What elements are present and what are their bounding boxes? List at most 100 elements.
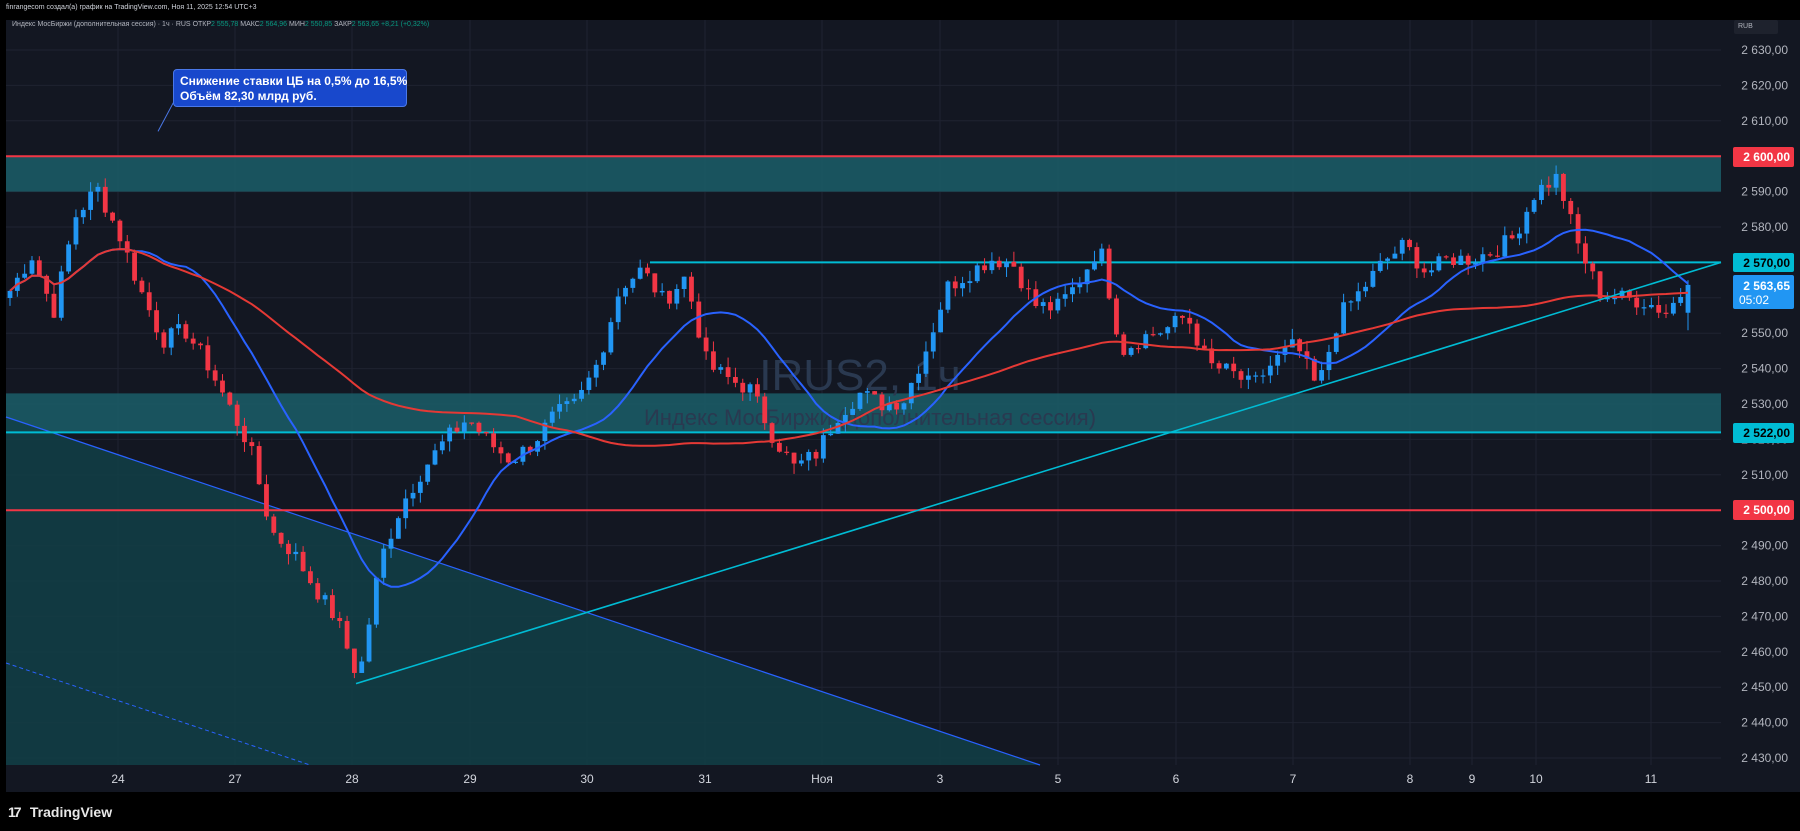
- candle-body: [1619, 290, 1625, 298]
- candle-body: [146, 292, 152, 311]
- candle-body: [476, 422, 482, 433]
- candle-body: [1626, 290, 1632, 298]
- candle-body: [271, 516, 277, 533]
- candle-body: [681, 276, 687, 289]
- candle-body: [315, 583, 321, 600]
- candle-body: [1114, 298, 1119, 335]
- candle-body: [872, 391, 878, 395]
- tradingview-logo[interactable]: 17 TradingView: [8, 804, 112, 820]
- price-tick-label: 2 530,00: [1741, 397, 1788, 411]
- candle-body: [674, 288, 680, 304]
- candle-body: [1040, 302, 1046, 307]
- candle-body: [1583, 243, 1588, 264]
- candle-body: [73, 217, 79, 245]
- candle-body: [535, 441, 540, 452]
- annotation-callout[interactable]: Снижение ставки ЦБ на 0,5% до 16,5% Объё…: [173, 69, 407, 107]
- badge-2600-text: 2 600,00: [1743, 150, 1790, 164]
- candle-body: [330, 595, 335, 619]
- candle-body: [183, 324, 189, 339]
- candle-body: [51, 293, 57, 318]
- candle-body: [1253, 375, 1259, 377]
- time-tick-label: 31: [698, 772, 712, 786]
- candle-body: [1443, 256, 1449, 258]
- candle-body: [498, 447, 504, 454]
- legend-open-label: ОТКР: [192, 21, 212, 28]
- legend-open-value: 2 555,78: [211, 21, 239, 28]
- candle-body: [828, 433, 834, 436]
- badge-current-price: [1733, 275, 1794, 309]
- price-tick-label: 2 470,00: [1741, 609, 1788, 623]
- candle-body: [432, 450, 438, 465]
- candle-body: [842, 414, 848, 423]
- candle-body: [1121, 334, 1127, 355]
- candle-body: [1604, 298, 1610, 300]
- candle-body: [1517, 233, 1522, 239]
- price-chart[interactable]: IRUS2, 1ч Индекс МосБиржи (дополнительна…: [0, 0, 1800, 792]
- candle-body: [542, 422, 548, 442]
- candle-body: [132, 252, 137, 281]
- candle-body: [176, 324, 181, 329]
- candle-body: [264, 484, 269, 517]
- candle-body: [139, 280, 145, 293]
- time-tick-label: 6: [1173, 772, 1180, 786]
- candle-body: [381, 548, 387, 578]
- candle-body: [996, 260, 1002, 268]
- candle-body: [1216, 363, 1222, 369]
- candle-body: [469, 422, 475, 424]
- horizontal-levels: [6, 155, 1721, 512]
- candle-body: [740, 382, 746, 393]
- candle-body: [813, 451, 819, 459]
- candle-body: [945, 281, 951, 310]
- candle-body: [571, 398, 577, 402]
- candle-body: [1333, 333, 1339, 352]
- candle-body: [1524, 211, 1530, 234]
- candle-body: [1436, 256, 1442, 271]
- candle-body: [308, 571, 313, 584]
- candle-body: [256, 446, 262, 485]
- candle-body: [1429, 270, 1434, 273]
- currency-selector[interactable]: RUB: [1734, 20, 1778, 34]
- candle-body: [286, 543, 291, 555]
- candle-body: [908, 382, 914, 404]
- price-tick-label: 2 490,00: [1741, 539, 1788, 553]
- candle-body: [1670, 302, 1676, 314]
- legend-close-label: ЗАКР: [334, 21, 352, 28]
- candle-body: [95, 186, 101, 192]
- candle-body: [703, 337, 709, 352]
- time-tick-label: Ноя: [811, 772, 833, 786]
- candle-body: [645, 267, 650, 274]
- candle-body: [1656, 304, 1662, 313]
- candle-body: [337, 618, 343, 622]
- time-tick-label: 28: [345, 772, 359, 786]
- candle-body: [820, 435, 826, 459]
- candle-body: [1377, 260, 1383, 271]
- candle-body: [1231, 363, 1237, 372]
- candle-body: [1473, 262, 1478, 265]
- time-tick-label: 24: [111, 772, 125, 786]
- candle-body: [124, 241, 130, 253]
- candle-body: [1487, 254, 1493, 256]
- candle-body: [1509, 235, 1515, 239]
- ma-fast-line: [9, 228, 1689, 588]
- candle-body: [1678, 296, 1684, 303]
- candle-body: [425, 464, 431, 482]
- candle-body: [29, 260, 35, 274]
- candle-body: [1267, 365, 1273, 376]
- candle-body: [1143, 334, 1149, 349]
- candle-body: [1092, 261, 1097, 270]
- candle-body: [110, 212, 115, 221]
- candle-body: [1355, 291, 1361, 302]
- candle-body: [1084, 269, 1090, 285]
- candle-body: [513, 461, 518, 463]
- time-axis-panel[interactable]: [6, 765, 1721, 792]
- candle-body: [564, 401, 570, 405]
- candle-body: [1282, 347, 1288, 355]
- candle-body: [388, 538, 394, 549]
- badge-2570-text: 2 570,00: [1743, 256, 1790, 270]
- candle-body: [806, 451, 812, 461]
- time-axis-ticks: 24 27 28 29 30 31 Ноя 3 5 6 7 8 9 10 11: [111, 772, 1657, 786]
- candle-body: [1165, 327, 1171, 334]
- candle-body: [491, 433, 497, 448]
- candle-body: [1048, 302, 1053, 311]
- candle-body: [1180, 315, 1185, 318]
